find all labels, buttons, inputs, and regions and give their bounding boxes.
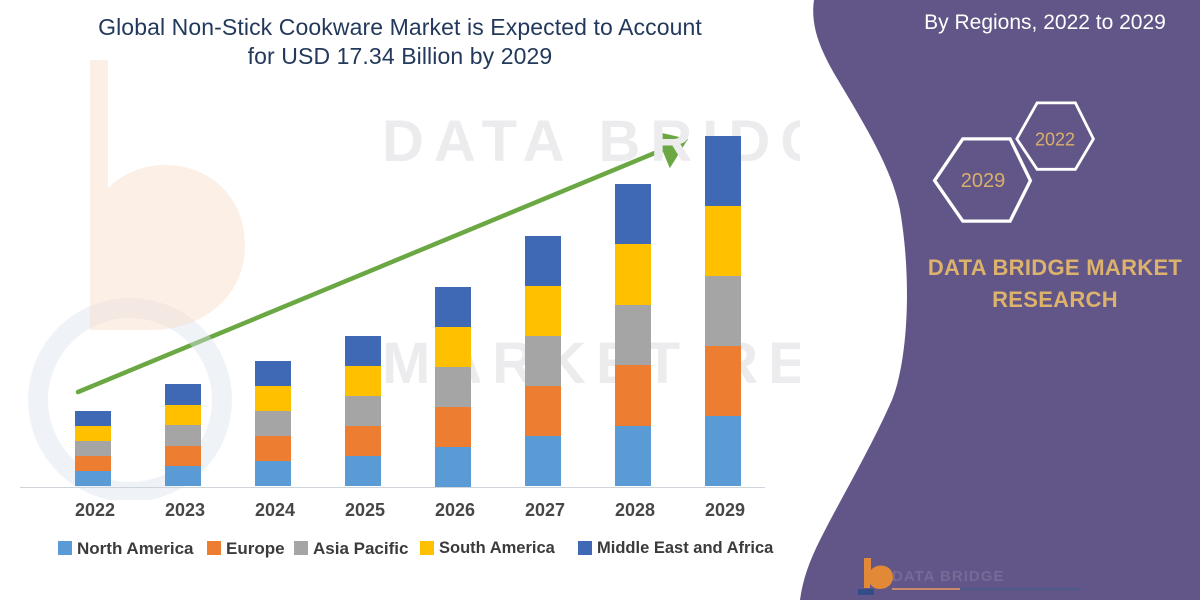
svg-text:2029: 2029: [961, 170, 1006, 192]
svg-text:2022: 2022: [1035, 130, 1075, 150]
